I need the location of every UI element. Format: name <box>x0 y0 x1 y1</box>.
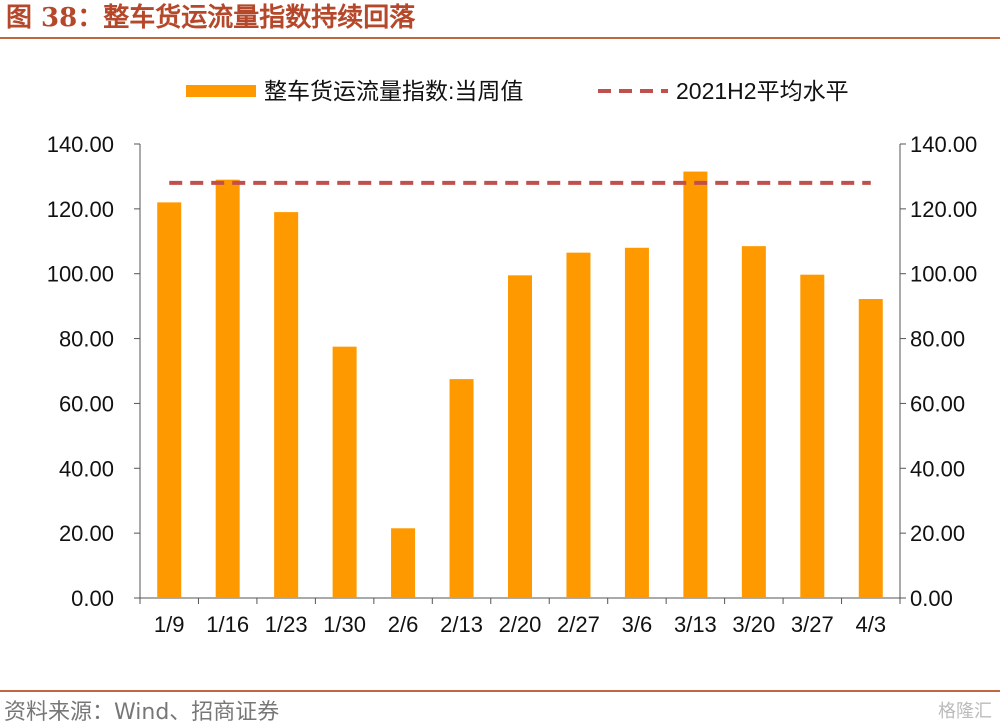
x-tick-label: 3/6 <box>622 612 653 637</box>
bar <box>566 252 591 598</box>
bar <box>157 202 182 598</box>
x-tick-label: 2/13 <box>440 612 483 637</box>
y-tick-label-left: 0.00 <box>71 586 114 611</box>
bar <box>215 179 240 598</box>
x-tick-label: 4/3 <box>855 612 886 637</box>
y-tick-label-right: 40.00 <box>910 456 965 481</box>
y-tick-label-left: 140.00 <box>47 132 114 157</box>
y-tick-label-right: 60.00 <box>910 391 965 416</box>
y-tick-label-left: 40.00 <box>59 456 114 481</box>
figure-title: 图 38：整车货运流量指数持续回落 <box>6 3 416 33</box>
y-tick-label-right: 140.00 <box>910 132 977 157</box>
y-tick-label-right: 80.00 <box>910 327 965 352</box>
legend-bar-label: 整车货运流量指数:当周值 <box>264 78 523 104</box>
x-tick-label: 3/27 <box>791 612 834 637</box>
bar <box>624 247 649 598</box>
x-tick-label: 1/23 <box>265 612 308 637</box>
y-tick-label-left: 60.00 <box>59 391 114 416</box>
bar <box>274 212 299 598</box>
legend-line-label: 2021H2平均水平 <box>676 78 849 104</box>
bar <box>741 246 766 598</box>
bar <box>332 346 357 598</box>
bars <box>157 171 883 599</box>
bar <box>449 379 474 598</box>
legend: 整车货运流量指数:当周值 2021H2平均水平 <box>186 78 849 104</box>
watermark: 格隆汇 <box>938 701 992 722</box>
source-note: 资料来源：Wind、招商证券 <box>4 700 280 725</box>
bar <box>683 171 708 599</box>
legend-bar-swatch <box>186 85 256 97</box>
y-tick-label-left: 80.00 <box>59 327 114 352</box>
y-tick-label-left: 100.00 <box>47 262 114 287</box>
y-tick-label-right: 100.00 <box>910 262 977 287</box>
bar <box>508 275 532 598</box>
x-tick-label: 2/20 <box>499 612 542 637</box>
bar <box>391 528 416 598</box>
axes: 0.00 0.00 20.00 20.00 40.00 40.00 60.00 60.00 80… <box>47 132 978 637</box>
x-tick-label: 1/16 <box>206 612 249 637</box>
y-tick-label-left: 120.00 <box>47 197 114 222</box>
x-tick-label: 1/30 <box>323 612 366 637</box>
x-tick-label: 1/9 <box>154 612 185 637</box>
x-tick-label: 3/13 <box>674 612 717 637</box>
footer-rule <box>0 690 1000 692</box>
x-tick-label: 2/6 <box>388 612 419 637</box>
x-tick-label: 2/27 <box>557 612 600 637</box>
y-tick-label-right: 20.00 <box>910 521 965 546</box>
title-rule <box>0 37 1000 39</box>
bar <box>800 274 825 598</box>
x-tick-label: 3/20 <box>732 612 775 637</box>
y-tick-label-right: 0.00 <box>910 586 953 611</box>
bar <box>858 299 883 598</box>
y-tick-label-left: 20.00 <box>59 521 114 546</box>
y-tick-label-right: 120.00 <box>910 197 977 222</box>
chart-area: 整车货运流量指数:当周值 2021H2平均水平 0.00 0.00 20.00 20.0… <box>47 78 978 637</box>
